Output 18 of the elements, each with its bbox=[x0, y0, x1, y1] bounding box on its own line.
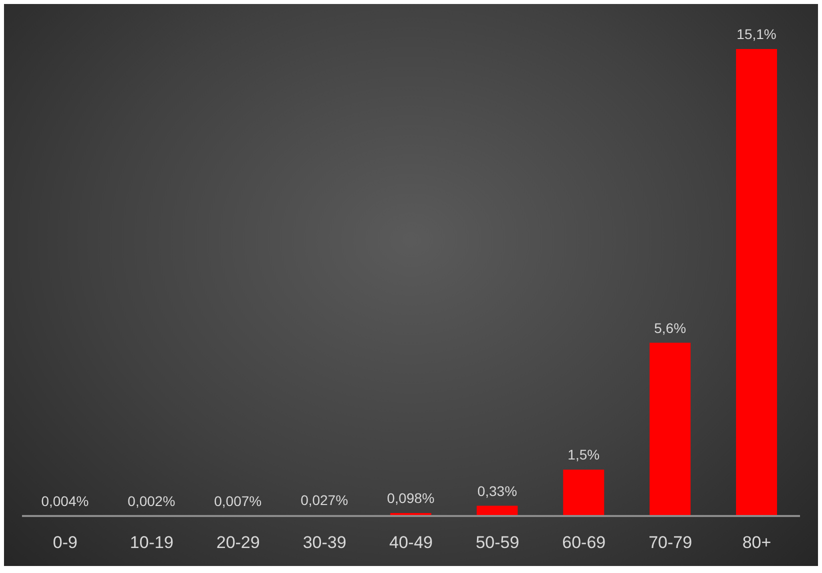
x-tick-label: 70-79 bbox=[648, 533, 692, 552]
x-tick-label: 50-59 bbox=[476, 533, 520, 552]
x-tick-label: 80+ bbox=[742, 533, 772, 552]
data-label: 5,6% bbox=[654, 320, 686, 336]
x-tick-label: 10-19 bbox=[130, 533, 174, 552]
x-tick-label: 60-69 bbox=[562, 533, 606, 552]
x-tick-label: 0-9 bbox=[52, 533, 78, 552]
data-label: 0,098% bbox=[387, 490, 434, 506]
x-tick-label: 40-49 bbox=[389, 533, 433, 552]
data-label: 1,5% bbox=[568, 446, 600, 463]
data-label: 0,007% bbox=[214, 492, 262, 509]
data-label: 0,33% bbox=[477, 482, 518, 499]
data-label: 15,1% bbox=[736, 26, 776, 42]
data-label: 0,002% bbox=[128, 492, 176, 509]
data-label: 0,004% bbox=[41, 492, 89, 509]
x-tick-label: 30-39 bbox=[302, 533, 346, 552]
x-tick-label: 20-29 bbox=[216, 533, 260, 552]
data-label: 0,027% bbox=[300, 492, 348, 508]
